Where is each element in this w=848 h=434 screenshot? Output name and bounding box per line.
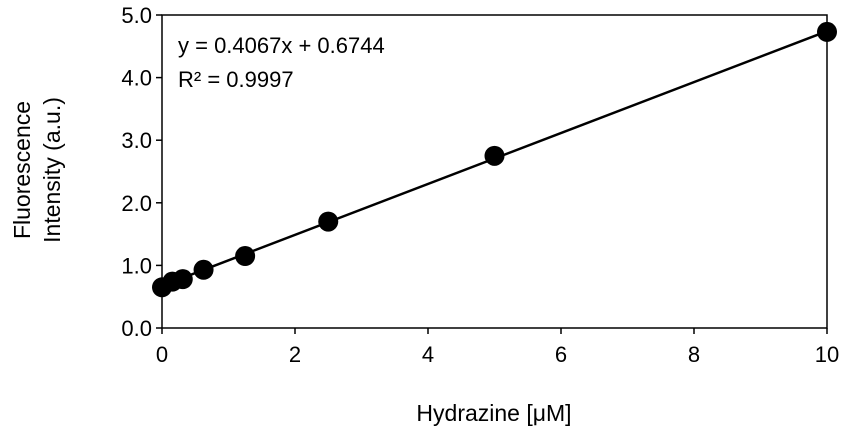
x-tick-label: 2 <box>289 342 301 367</box>
data-point <box>235 246 256 267</box>
y-tick-label: 4.0 <box>121 66 152 91</box>
data-point <box>484 145 505 166</box>
data-point <box>817 21 837 42</box>
y-tick-label: 1.0 <box>121 253 152 278</box>
y-axis-title-line-2: Intensity (a.u.) <box>39 97 65 243</box>
x-tick-label: 8 <box>688 342 700 367</box>
data-point <box>318 211 339 232</box>
plot-frame <box>161 14 828 329</box>
y-tick-label: 0.0 <box>121 316 152 341</box>
x-tick-label: 6 <box>555 342 567 367</box>
x-tick-label: 4 <box>422 342 434 367</box>
x-axis-title: Hydrazine [μM] <box>416 400 571 426</box>
equation-annotation: y = 0.4067x + 0.6744 <box>178 33 385 58</box>
r-squared-annotation: R² = 0.9997 <box>178 67 294 92</box>
y-tick-label: 3.0 <box>121 128 152 153</box>
data-point <box>193 259 214 280</box>
y-tick-label: 2.0 <box>121 191 152 216</box>
x-axis-ticks: 0 2 4 6 8 10 <box>156 328 839 367</box>
y-tick-label: 5.0 <box>121 3 152 28</box>
data-points <box>152 21 837 298</box>
y-axis-ticks: 0.0 1.0 2.0 3.0 4.0 5.0 <box>121 3 162 341</box>
x-tick-label: 10 <box>815 342 839 367</box>
x-tick-label: 0 <box>156 342 168 367</box>
data-point <box>172 269 193 290</box>
y-axis-title-line-1: Fluorescence <box>9 101 35 239</box>
